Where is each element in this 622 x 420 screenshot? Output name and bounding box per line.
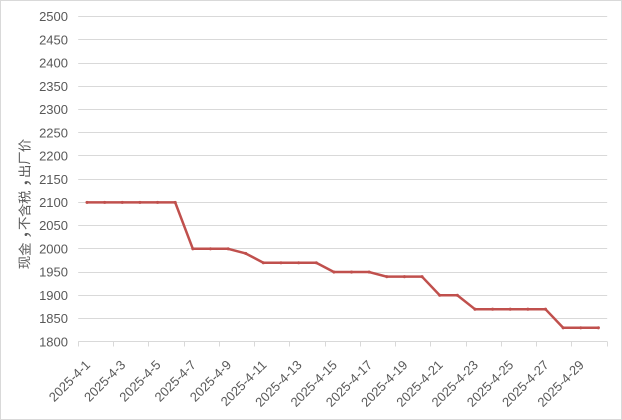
svg-text:2000: 2000 [39,241,68,256]
svg-text:2050: 2050 [39,218,68,233]
svg-text:1850: 1850 [39,311,68,326]
svg-text:1950: 1950 [39,265,68,280]
svg-text:2200: 2200 [39,149,68,164]
svg-text:2350: 2350 [39,79,68,94]
svg-text:1800: 1800 [39,334,68,349]
svg-text:2250: 2250 [39,125,68,140]
svg-text:1900: 1900 [39,288,68,303]
svg-text:2150: 2150 [39,172,68,187]
svg-text:2400: 2400 [39,56,68,71]
svg-text:2100: 2100 [39,195,68,210]
svg-text:2500: 2500 [39,9,68,24]
svg-text:2300: 2300 [39,102,68,117]
svg-text:2450: 2450 [39,32,68,47]
